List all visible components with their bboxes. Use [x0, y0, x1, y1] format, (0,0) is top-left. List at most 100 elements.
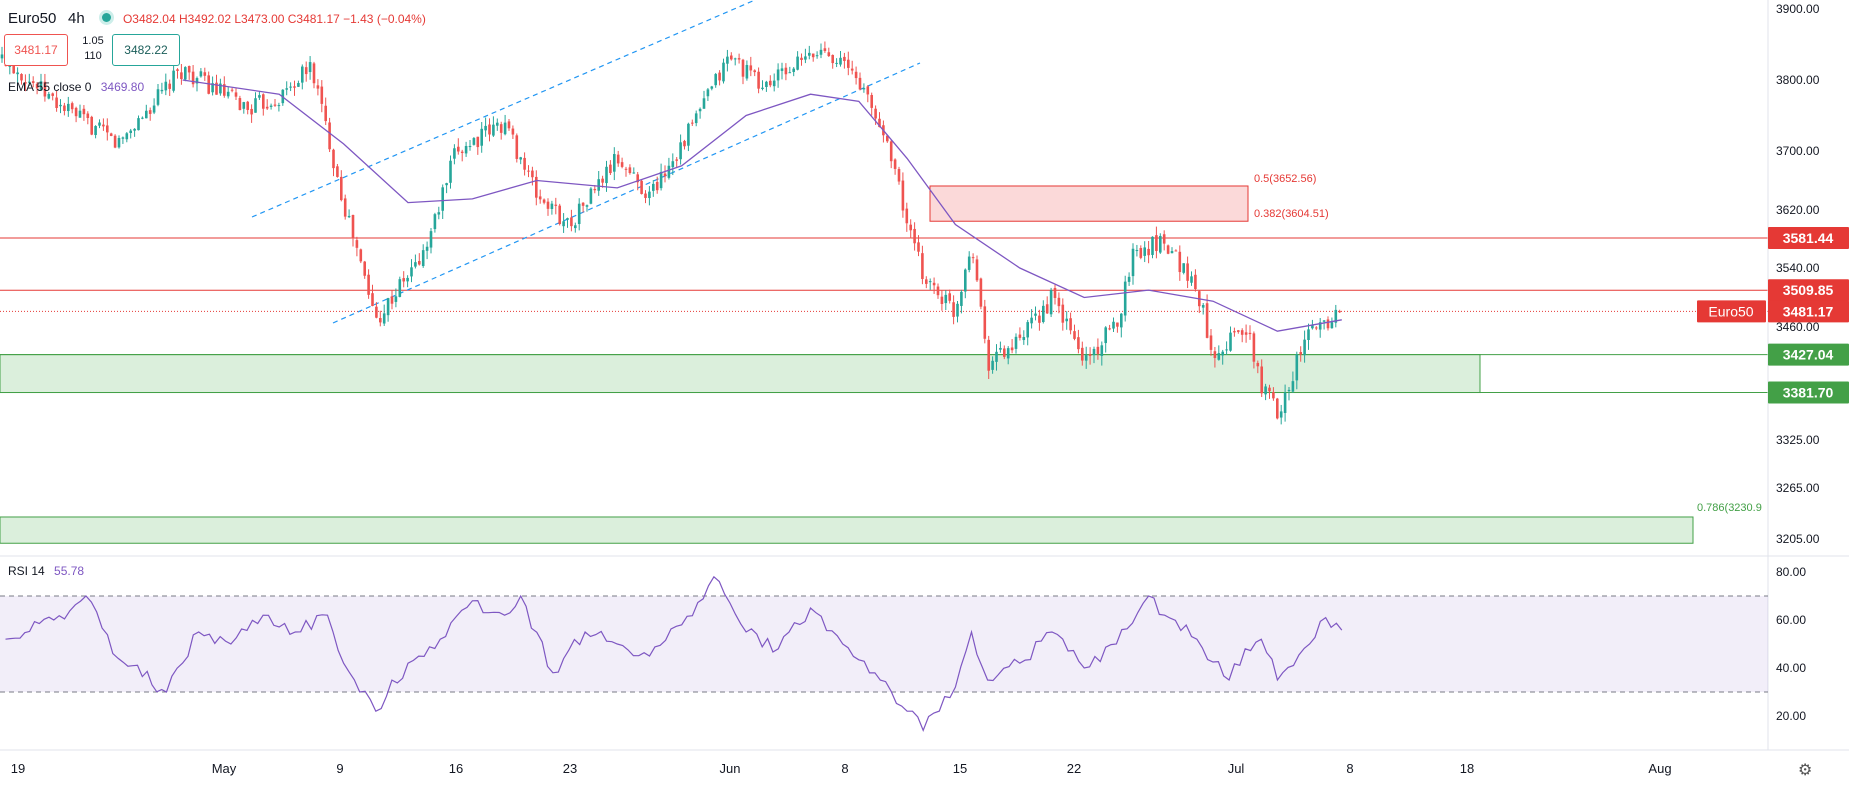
- candle: [141, 116, 144, 120]
- candle: [640, 179, 643, 195]
- candle: [480, 122, 483, 153]
- candle: [827, 47, 831, 57]
- price-tick-label: 3325.00: [1776, 433, 1820, 447]
- candle: [1006, 346, 1010, 365]
- candle: [211, 76, 214, 96]
- candle: [819, 43, 823, 59]
- candle: [609, 160, 612, 175]
- candle: [726, 49, 729, 72]
- candle: [718, 70, 721, 86]
- symbol-name[interactable]: Euro50: [8, 10, 57, 27]
- candle: [78, 104, 82, 118]
- candle: [597, 170, 600, 196]
- candle: [492, 116, 495, 137]
- candle: [804, 48, 807, 64]
- candle: [835, 58, 838, 68]
- candle: [1069, 312, 1072, 335]
- zone-fib-support-2[interactable]: [0, 516, 1694, 544]
- time-tick-label: 9: [336, 761, 343, 776]
- interval-label[interactable]: 4h: [68, 10, 85, 27]
- candle: [109, 132, 113, 137]
- candle: [148, 107, 152, 121]
- candle: [706, 87, 710, 101]
- candle: [414, 254, 417, 269]
- price-badge-2[interactable]: 3481.17 Euro50: [1697, 300, 1849, 323]
- candle: [574, 222, 577, 233]
- candle: [687, 122, 690, 152]
- time-tick-label: Jun: [720, 761, 741, 776]
- channel-upper-line[interactable]: [251, 0, 756, 218]
- candle: [1225, 341, 1228, 355]
- candle: [312, 61, 316, 89]
- candle: [1213, 346, 1217, 368]
- candle: [386, 297, 390, 322]
- candle: [550, 200, 554, 215]
- candle: [226, 86, 230, 99]
- candle: [546, 198, 550, 216]
- candle: [667, 157, 671, 180]
- candle: [160, 82, 164, 94]
- time-tick-label: May: [212, 761, 237, 776]
- ema-value: 3469.80: [100, 80, 145, 94]
- time-tick-label: 18: [1460, 761, 1474, 776]
- candle: [258, 91, 261, 100]
- candle: [168, 79, 171, 96]
- candle: [710, 85, 714, 91]
- price-badge-3[interactable]: 3427.04: [1768, 343, 1849, 366]
- symbol-tag-text: Euro50: [1708, 303, 1753, 319]
- price-badge-1[interactable]: 3509.85: [1768, 279, 1849, 302]
- candle: [1034, 306, 1037, 321]
- price-badge-0[interactable]: 3581.44: [1768, 226, 1849, 249]
- candle: [74, 106, 78, 123]
- ohlc-values: O3482.04 H3492.02 L3473.00 C3481.17 −1.4…: [122, 12, 426, 26]
- candle: [1108, 324, 1111, 331]
- rsi-legend[interactable]: RSI 14 55.78: [8, 564, 84, 578]
- candle: [1217, 345, 1221, 361]
- zone-support-0[interactable]: [0, 354, 1481, 394]
- rsi-line[interactable]: [5, 575, 1343, 733]
- candle: [659, 163, 663, 191]
- candle: [223, 76, 226, 98]
- candle: [340, 170, 343, 202]
- candle: [359, 248, 363, 264]
- candle: [983, 299, 987, 344]
- candle: [616, 150, 620, 167]
- candle: [20, 73, 23, 85]
- candle: [1065, 311, 1068, 330]
- bid-price-button[interactable]: 3481.17: [4, 34, 68, 66]
- candle: [1260, 359, 1263, 398]
- candle: [847, 51, 850, 76]
- candle: [63, 102, 66, 116]
- price-badge-4[interactable]: 3381.70: [1768, 381, 1849, 404]
- candle: [850, 60, 854, 75]
- zone-fib-sell-1[interactable]: [929, 185, 1249, 222]
- rsi-tick-label: 40.00: [1776, 661, 1806, 675]
- ema-line[interactable]: [182, 79, 1342, 332]
- candle: [207, 71, 210, 95]
- candle: [620, 157, 624, 169]
- candle: [1237, 329, 1240, 334]
- candle: [1233, 327, 1236, 337]
- candle: [648, 186, 651, 206]
- gear-icon[interactable]: ⚙: [1798, 762, 1813, 779]
- candle: [1264, 383, 1267, 401]
- candle: [769, 75, 772, 88]
- candle: [460, 149, 464, 162]
- candle: [304, 61, 308, 82]
- candle: [948, 289, 951, 304]
- candle: [367, 269, 370, 299]
- candle: [581, 202, 585, 213]
- candle: [757, 67, 760, 94]
- candle: [94, 125, 97, 139]
- ema-legend[interactable]: EMA 55 close 0 3469.80: [8, 80, 144, 94]
- candle: [390, 290, 394, 310]
- price-tick-label: 3205.00: [1776, 532, 1820, 546]
- candle: [234, 88, 238, 101]
- candle: [86, 111, 90, 125]
- ask-price-button[interactable]: 3482.22: [112, 34, 180, 66]
- candle: [59, 99, 62, 114]
- channel-lower-line[interactable]: [332, 62, 921, 324]
- rsi-tick-label: 60.00: [1776, 613, 1806, 627]
